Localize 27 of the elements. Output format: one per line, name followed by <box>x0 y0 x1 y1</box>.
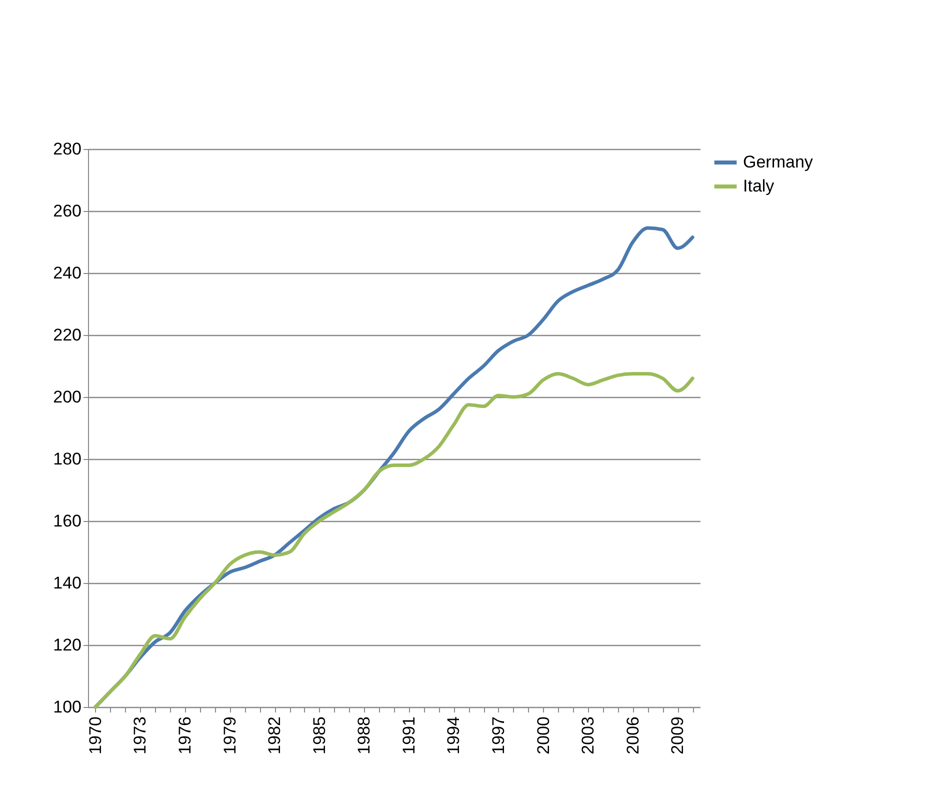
x-tick-label: 1970 <box>86 716 105 754</box>
y-tick-label: 160 <box>53 512 82 530</box>
x-tick-label: 1973 <box>130 716 150 754</box>
legend-label: Germany <box>743 152 814 172</box>
y-tick-label: 240 <box>53 264 82 282</box>
x-tick-label: 1985 <box>310 716 329 754</box>
y-tick-label: 260 <box>53 202 82 220</box>
y-tick-label: 140 <box>53 574 82 592</box>
x-tick-label: 1991 <box>399 716 418 754</box>
y-tick-label: 280 <box>53 140 82 158</box>
y-tick-label: 200 <box>53 388 82 406</box>
x-tick-label: 1997 <box>488 716 508 754</box>
x-tick-label: 1982 <box>265 716 284 754</box>
y-tick-label: 100 <box>53 698 82 716</box>
x-tick-label: 1988 <box>354 716 374 754</box>
x-tick-label: 1979 <box>220 716 240 754</box>
y-tick-label: 220 <box>53 326 82 344</box>
y-tick-label: 180 <box>53 450 82 468</box>
y-tick-label: 120 <box>53 636 82 654</box>
line-series <box>94 372 694 709</box>
x-tick-label: 2000 <box>534 716 553 754</box>
legend-label: Italy <box>743 176 775 196</box>
x-tick-label: 1994 <box>444 716 464 754</box>
x-tick-label: 2009 <box>668 716 688 754</box>
x-tick-label: 1976 <box>176 716 195 754</box>
x-tick-label: 2003 <box>578 716 598 754</box>
x-tick-label: 2006 <box>623 716 642 754</box>
